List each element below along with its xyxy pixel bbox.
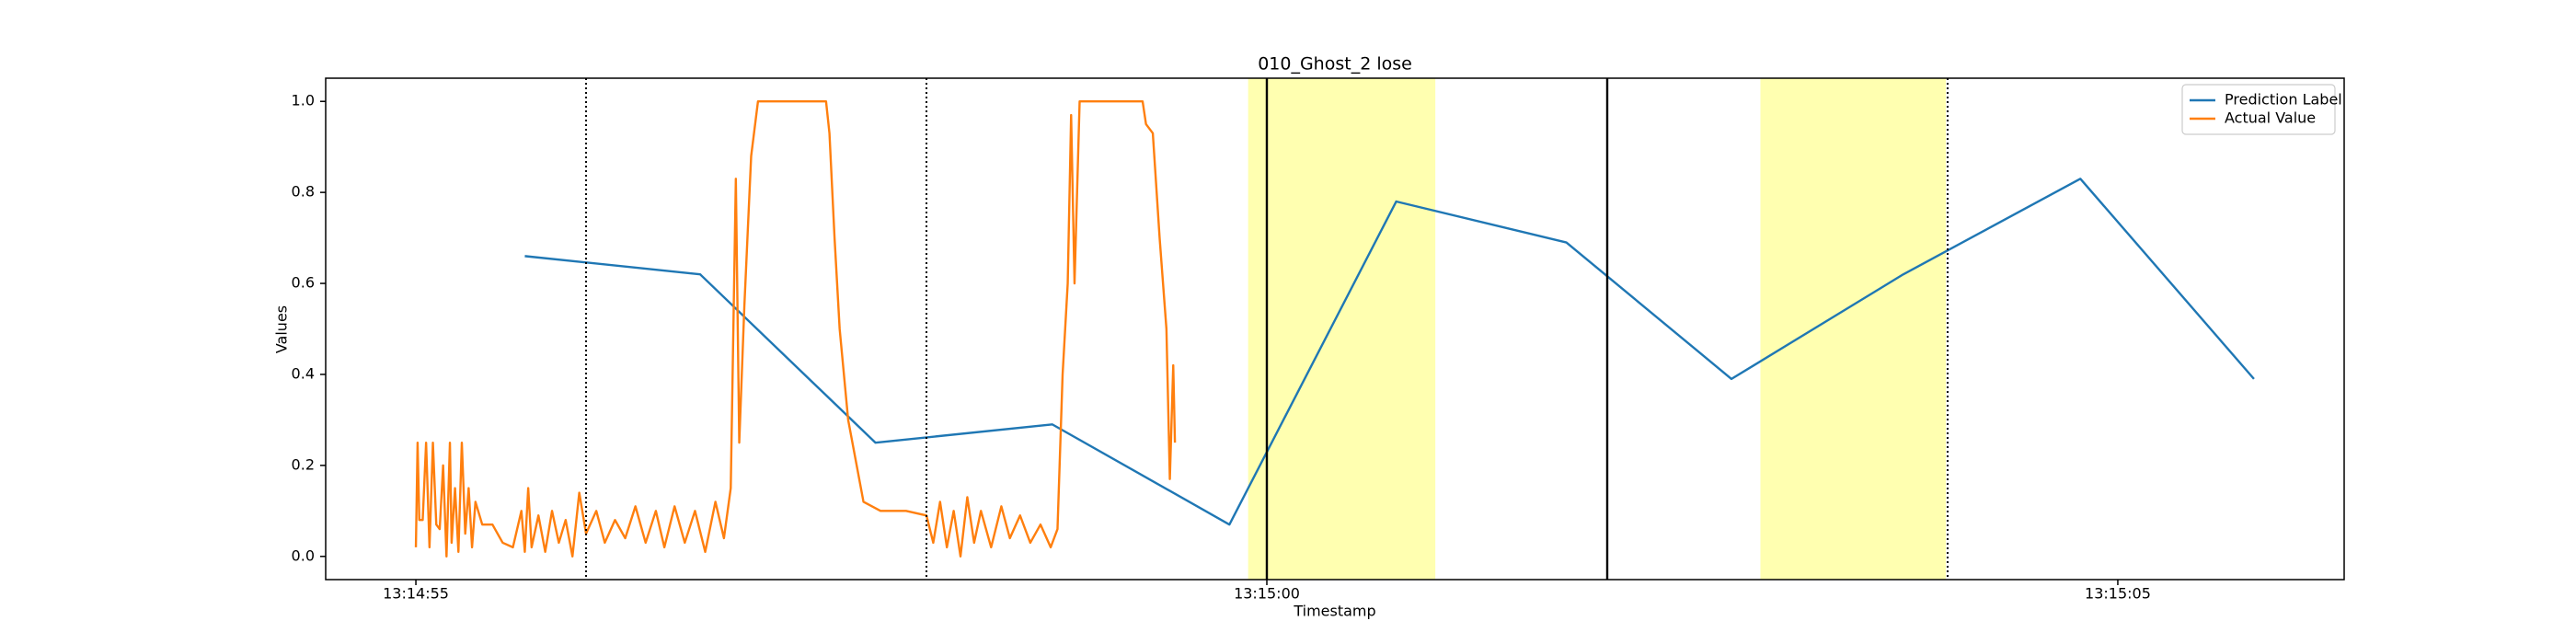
chart-title: 010_Ghost_2 lose	[1258, 54, 1412, 75]
legend-box	[2181, 84, 2336, 135]
y-axis-label: Values	[273, 305, 291, 353]
highlight-span	[1760, 78, 1947, 580]
y-tick-label: 0.8	[292, 183, 315, 201]
y-tick-label: 0.6	[292, 274, 315, 292]
x-tick-label: 13:15:05	[2085, 585, 2151, 603]
plot-frame	[325, 77, 2345, 581]
x-tick-label: 13:15:00	[1234, 585, 1300, 603]
y-tick-label: 0.2	[292, 455, 315, 473]
series-line	[524, 178, 2255, 526]
highlight-span	[1248, 78, 1436, 580]
y-tick-label: 1.0	[292, 92, 315, 109]
x-axis-label: Timestamp	[1293, 603, 1375, 620]
legend-label: Actual Value	[2225, 109, 2316, 127]
legend-label: Prediction Label	[2225, 91, 2342, 109]
x-tick-label: 13:14:55	[383, 585, 449, 603]
series-line	[414, 100, 1177, 558]
background-layer	[1248, 78, 1947, 580]
y-tick-label: 0.0	[292, 546, 315, 564]
y-tick-label: 0.4	[292, 364, 315, 382]
